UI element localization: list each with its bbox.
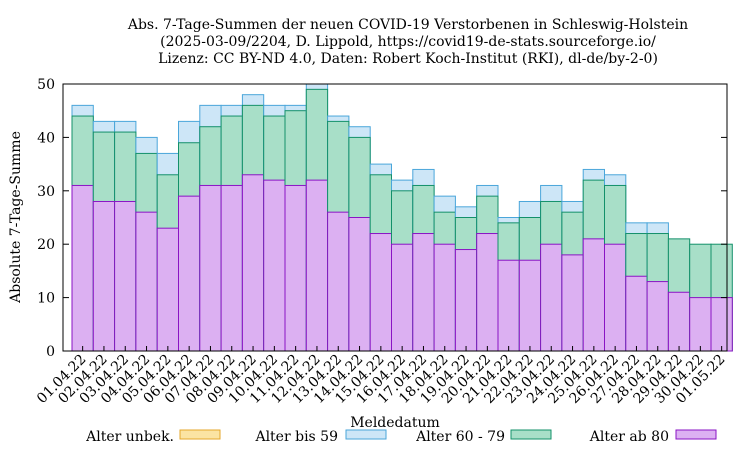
chart-title: Abs. 7-Tage-Summen der neuen COVID-19 Ve… — [127, 17, 688, 67]
bar-alter-ab-80-30.04.22 — [689, 297, 712, 352]
chart-title-line-2: (2025-03-09/2204, D. Lippold, https://co… — [160, 34, 656, 50]
y-tick-label: 20 — [37, 237, 55, 253]
bar-alter-ab-80-27.04.22 — [625, 275, 648, 352]
bar-alter-ab-80-11.04.22 — [284, 184, 307, 352]
bar-alter-ab-80-13.04.22 — [327, 211, 350, 352]
bar-alter-ab-80-15.04.22 — [369, 233, 393, 352]
legend-swatch-alter-60-79 — [510, 429, 552, 440]
chart-title-line-1: Abs. 7-Tage-Summen der neuen COVID-19 Ve… — [127, 17, 688, 33]
y-tick-label: 50 — [37, 77, 55, 93]
y-tick-label: 30 — [37, 184, 55, 200]
bar-alter-ab-80-03.04.22 — [114, 200, 137, 352]
bars-layer — [71, 83, 733, 352]
bar-alter-ab-80-16.04.22 — [391, 243, 414, 352]
bar-alter-ab-80-19.04.22 — [454, 249, 478, 352]
bar-alter-ab-80-08.04.22 — [220, 184, 243, 352]
bar-alter-ab-80-05.04.22 — [156, 227, 179, 352]
bar-alter-ab-80-01.05.22 — [710, 297, 733, 352]
bar-alter-ab-80-21.04.22 — [497, 259, 520, 352]
legend: Alter unbek. Alter bis 59 Alter 60 - 79 Alt… — [85, 429, 717, 445]
bar-alter-ab-80-09.04.22 — [241, 174, 265, 352]
bar-alter-ab-80-18.04.22 — [433, 243, 456, 352]
legend-label-alter-ab-80: Alter ab 80 — [589, 429, 669, 445]
legend-swatch-alter-ab-80 — [675, 429, 717, 440]
x-axis: 01.04.2202.04.2203.04.2204.04.2205.04.22… — [34, 346, 728, 407]
legend-swatch-alter-unbek — [179, 429, 221, 440]
bar-alter-ab-80-26.04.22 — [604, 243, 627, 352]
bar-alter-ab-80-20.04.22 — [476, 233, 499, 352]
bar-alter-ab-80-06.04.22 — [178, 195, 201, 352]
bar-alter-ab-80-24.04.22 — [561, 254, 584, 352]
chart-title-line-3: Lizenz: CC BY-ND 4.0, Daten: Robert Koch… — [158, 51, 658, 67]
bar-alter-ab-80-28.04.22 — [646, 281, 669, 352]
legend-label-alter-unbek: Alter unbek. — [85, 429, 174, 445]
bar-alter-ab-80-10.04.22 — [263, 179, 286, 352]
legend-label-alter-bis-59: Alter bis 59 — [254, 429, 338, 445]
y-tick-label: 10 — [37, 291, 55, 307]
bar-alter-ab-80-25.04.22 — [582, 238, 606, 352]
bar-alter-ab-80-23.04.22 — [540, 243, 563, 352]
bar-alter-ab-80-01.04.22 — [71, 184, 94, 352]
y-tick-label: 0 — [46, 344, 55, 360]
bar-alter-ab-80-17.04.22 — [412, 233, 435, 352]
legend-label-alter-60-79: Alter 60 - 79 — [415, 429, 505, 445]
x-axis-label: Meldedatum — [350, 415, 440, 431]
bar-alter-ab-80-14.04.22 — [348, 217, 371, 352]
bar-alter-ab-80-04.04.22 — [135, 211, 158, 352]
legend-swatch-alter-bis-59 — [345, 429, 387, 440]
bar-alter-ab-80-22.04.22 — [518, 259, 542, 352]
bar-alter-ab-80-07.04.22 — [199, 184, 222, 352]
y-axis: 0 10 20 30 40 50 — [37, 77, 727, 360]
bar-alter-ab-80-12.04.22 — [305, 179, 329, 352]
bar-alter-ab-80-02.04.22 — [92, 200, 116, 352]
y-tick-label: 40 — [37, 130, 55, 146]
plot-frame — [62, 83, 728, 352]
y-axis-label: Absolute 7-Tage-Summe — [8, 131, 24, 304]
bar-alter-ab-80-29.04.22 — [667, 291, 691, 352]
